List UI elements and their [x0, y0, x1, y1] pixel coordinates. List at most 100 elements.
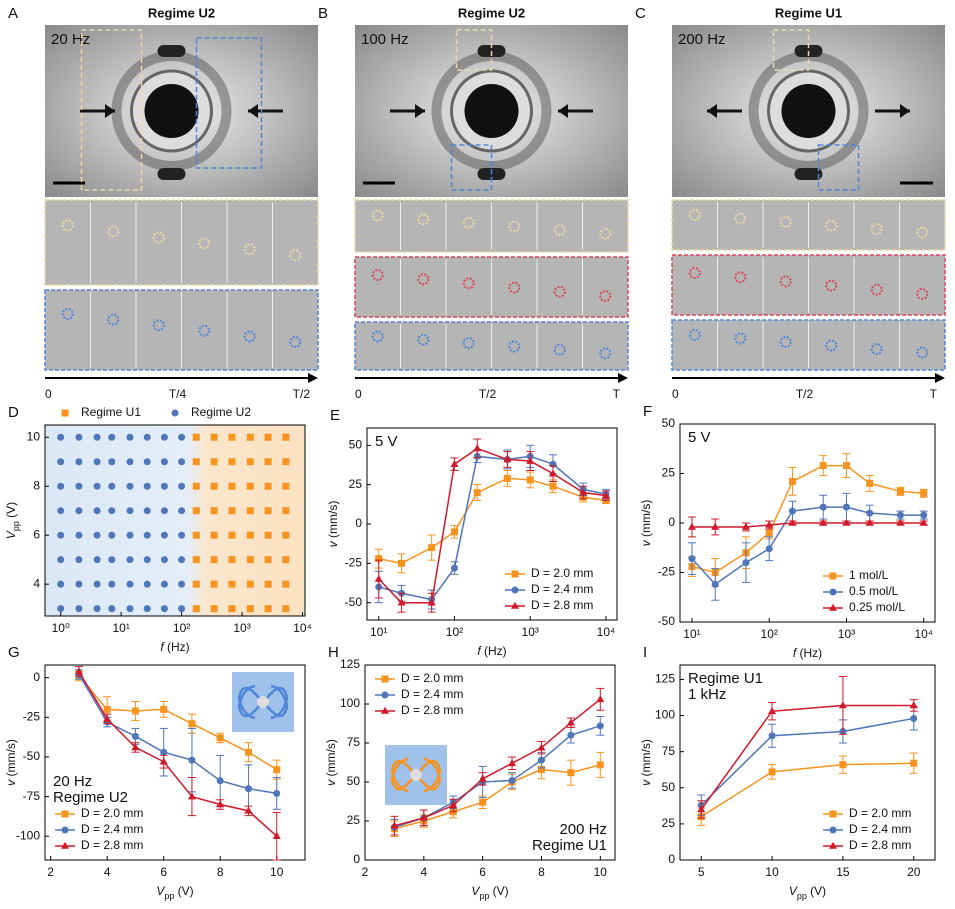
- electrode-core: [781, 84, 836, 138]
- tracer: [107, 225, 120, 238]
- y-tick-label: 75: [662, 744, 676, 758]
- y-axis-label: v (mm/s): [324, 739, 338, 786]
- data-point: [788, 507, 796, 515]
- panel-letter: D: [8, 404, 19, 421]
- data-point: [688, 555, 696, 563]
- time-label: T/2: [796, 387, 814, 401]
- x-tick-label: 6: [479, 865, 486, 879]
- data-point: [866, 509, 874, 517]
- series-line: [378, 455, 607, 601]
- inset-particle: [410, 769, 422, 781]
- tracer: [61, 219, 74, 232]
- plot-frame: [679, 664, 936, 861]
- tracer: [371, 269, 384, 281]
- data-point: [178, 507, 186, 515]
- time-label: T: [930, 387, 938, 401]
- y-tick-label: 50: [662, 416, 676, 430]
- data-point: [75, 556, 83, 564]
- tracer: [870, 343, 883, 355]
- annotation: 20 Hz: [53, 773, 92, 790]
- y-tick-label: 25: [662, 816, 676, 830]
- tracer: [870, 223, 883, 235]
- tracer: [734, 332, 747, 345]
- data-point: [192, 605, 200, 613]
- data-point: [264, 507, 272, 515]
- data-point: [711, 522, 720, 530]
- data-point: [579, 488, 588, 496]
- x-tick-label: 4: [104, 865, 111, 879]
- data-point: [398, 559, 406, 567]
- data-point: [126, 507, 134, 515]
- data-point: [909, 701, 918, 709]
- data-point: [374, 574, 383, 582]
- tracer: [508, 340, 521, 353]
- data-point: [75, 458, 83, 466]
- tracer: [734, 271, 747, 284]
- y-tick-label: -50: [345, 595, 363, 609]
- series-line: [700, 717, 914, 806]
- data-point: [178, 482, 186, 490]
- tracer: [916, 226, 929, 239]
- data-point: [919, 518, 928, 526]
- panel-letter: E: [330, 407, 340, 424]
- data-point: [210, 482, 218, 490]
- data-point: [282, 482, 290, 490]
- y-tick-label: 50: [662, 780, 676, 794]
- data-point: [508, 759, 517, 767]
- data-point: [160, 580, 168, 588]
- tracer: [462, 277, 475, 290]
- data-point: [143, 580, 151, 588]
- data-point: [264, 605, 272, 613]
- label-part: pp: [164, 891, 174, 901]
- data-point: [264, 556, 272, 564]
- data-point: [264, 580, 272, 588]
- time-label: T/2: [479, 387, 497, 401]
- x-axis-label: f (Hz): [477, 644, 506, 658]
- data-point: [75, 482, 83, 490]
- legend-label: 0.5 mol/L: [849, 584, 899, 598]
- y-tick-label: -75: [23, 789, 41, 803]
- series-line: [700, 704, 914, 810]
- data-point: [282, 556, 290, 564]
- data-point: [160, 482, 168, 490]
- legend-marker: [829, 826, 837, 834]
- plot-frame: [44, 664, 306, 861]
- series-line: [78, 670, 278, 837]
- panel-title: Regime U2: [148, 5, 215, 20]
- roi-box: [772, 29, 810, 71]
- inset-flow: [266, 684, 289, 718]
- tracer: [779, 275, 792, 288]
- data-point: [842, 518, 851, 526]
- data-point: [264, 458, 272, 466]
- flow-arrow-head: [248, 104, 258, 118]
- label-part: pp: [11, 521, 21, 531]
- data-point: [108, 458, 116, 466]
- data-point: [246, 605, 254, 613]
- panel-letter: C: [635, 5, 646, 22]
- legend-label: D = 2.8 mm: [401, 703, 463, 717]
- data-point: [75, 605, 83, 613]
- electrode-core: [464, 84, 519, 138]
- data-point: [143, 507, 151, 515]
- data-point: [108, 507, 116, 515]
- series-line: [78, 675, 278, 771]
- y-axis-label: Vpp (V): [4, 502, 21, 539]
- annotation: Regime U1: [532, 837, 607, 854]
- legend-marker: [381, 675, 389, 683]
- tracer: [688, 209, 701, 221]
- series-line: [394, 698, 601, 827]
- y-tick-label: -25: [345, 556, 363, 570]
- data-point: [216, 777, 224, 785]
- inset-flow: [390, 757, 413, 791]
- y-tick-label: 0: [668, 852, 675, 866]
- x-tick-label: 5: [698, 865, 705, 879]
- legend-marker: [828, 841, 838, 849]
- data-point: [126, 556, 134, 564]
- data-point: [178, 605, 186, 613]
- tracer: [553, 224, 566, 237]
- y-tick-label: -25: [23, 709, 41, 723]
- tracer: [417, 213, 430, 226]
- inset-flow: [237, 684, 260, 718]
- legend-label: D = 2.4 mm: [401, 687, 463, 701]
- tracer: [371, 330, 384, 343]
